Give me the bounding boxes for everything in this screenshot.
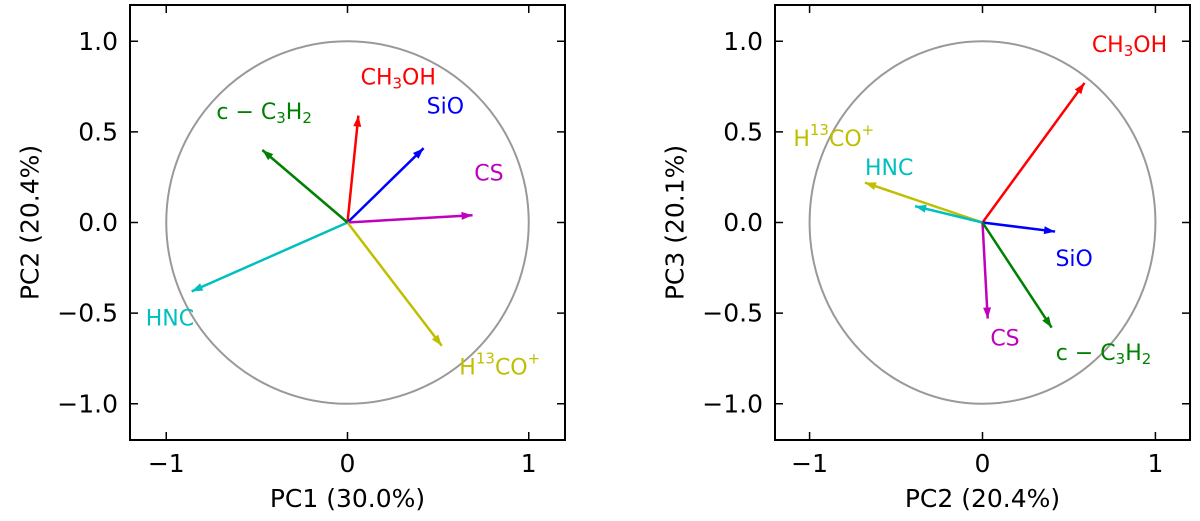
y-tick-label: −0.5 — [702, 299, 763, 328]
x-tick-label: 0 — [975, 449, 991, 478]
y-tick-label: −1.0 — [57, 389, 118, 418]
unit-circle — [808, 40, 1157, 405]
vector-label-part: OH — [402, 65, 436, 90]
vector-label-part: 2 — [1142, 350, 1152, 368]
vector-label-CH3OH: CH3OH — [361, 65, 436, 93]
arrowhead-CS — [461, 211, 473, 220]
y-tick-label: −1.0 — [702, 389, 763, 418]
vector-label-part: 13 — [810, 121, 829, 139]
vector-label-part: SiO — [1055, 246, 1092, 271]
vector-label-CH3OH: CH3OH — [1092, 32, 1167, 60]
vector-label-part: CO — [829, 127, 862, 152]
loading-vector-H13CO+ — [346, 221, 443, 347]
arrowhead-H13CO+ — [431, 334, 442, 346]
x-axis-label: PC1 (30.0%) — [270, 484, 425, 513]
arrowhead-CS — [983, 307, 992, 319]
vector-label-part: + — [862, 121, 875, 139]
y-axis-label: PC3 (20.1%) — [661, 145, 690, 300]
unit-circle — [165, 40, 530, 405]
y-tick-label: 1.0 — [723, 27, 763, 56]
vector-label-HNC: HNC — [865, 156, 913, 181]
vector-label-part: 3 — [276, 109, 286, 127]
vector-label-part: 3 — [393, 75, 403, 93]
vector-label-part: OH — [1133, 32, 1167, 57]
vector-label-part: H — [793, 127, 810, 152]
arrowhead-SiO — [412, 148, 424, 159]
vector-label-part: 3 — [1124, 42, 1134, 60]
x-axis-label: PC2 (20.4%) — [905, 484, 1060, 513]
x-tick-label: 1 — [1147, 449, 1163, 478]
vector-label-part: CS — [990, 326, 1019, 351]
vector-label-H13CO+: H13CO+ — [793, 121, 874, 152]
vector-label-part: + — [528, 350, 541, 368]
vector-label-H13CO+: H13CO+ — [459, 350, 540, 381]
vector-label-part: CS — [474, 161, 503, 186]
vector-label-part: HNC — [865, 156, 913, 181]
loading-vector-CS — [981, 222, 989, 319]
arrowhead-CH3OH — [1074, 82, 1085, 95]
vector-label-SiO: SiO — [427, 94, 464, 119]
loading-vector-CS — [347, 214, 473, 224]
x-tick-label: −1 — [791, 449, 828, 478]
loading-vector-HNC — [191, 221, 349, 293]
arrowhead-c-C3H2 — [262, 150, 274, 161]
vector-label-part: H — [286, 99, 303, 124]
vector-label-part: HNC — [146, 306, 194, 331]
vector-label-part: CH — [1092, 32, 1124, 57]
y-tick-label: 1.0 — [78, 27, 118, 56]
vector-label-HNC: HNC — [146, 306, 194, 331]
vector-label-part: 2 — [302, 109, 312, 127]
arrowhead-CH3OH — [353, 115, 362, 127]
arrowhead-HNC — [191, 283, 204, 292]
x-tick-label: 0 — [340, 449, 356, 478]
x-tick-label: −1 — [148, 449, 185, 478]
vector-label-part: CO — [495, 355, 528, 380]
loading-vector-HNC — [914, 204, 983, 224]
loading-vector-H13CO+ — [864, 181, 983, 224]
vector-label-part: SiO — [427, 94, 464, 119]
y-tick-label: 0.5 — [78, 117, 118, 146]
arrowhead-SiO — [1043, 226, 1056, 235]
vector-label-c-C3H2: c − C3H2 — [216, 99, 312, 127]
y-axis-label: PC2 (20.4%) — [16, 145, 45, 300]
vector-label-part: 13 — [476, 350, 495, 368]
y-tick-label: −0.5 — [57, 299, 118, 328]
loading-vector-SiO — [982, 221, 1056, 233]
vector-label-c-C3H2: c − C3H2 — [1056, 341, 1152, 369]
vector-label-part: c − C — [216, 99, 276, 124]
loading-vector-c-C3H2 — [981, 221, 1053, 329]
arrowhead-H13CO+ — [864, 182, 877, 190]
y-tick-label: 0.5 — [723, 117, 763, 146]
y-tick-label: 0.0 — [723, 208, 763, 237]
arrowhead-c-C3H2 — [1042, 316, 1052, 328]
arrowhead-HNC — [915, 204, 927, 213]
x-tick-label: 1 — [521, 449, 537, 478]
loading-vector-c-C3H2 — [261, 149, 349, 224]
vector-label-SiO: SiO — [1055, 246, 1092, 271]
vector-label-part: CH — [361, 65, 393, 90]
loading-vector-CH3OH — [346, 115, 360, 223]
vector-label-part: H — [459, 355, 476, 380]
y-tick-label: 0.0 — [78, 208, 118, 237]
vector-label-CS: CS — [474, 161, 503, 186]
vector-label-CS: CS — [990, 326, 1019, 351]
loading-vector-SiO — [346, 147, 425, 224]
vector-label-part: c − C — [1056, 341, 1116, 366]
vector-label-part: H — [1125, 341, 1142, 366]
vector-label-part: 3 — [1116, 350, 1126, 368]
loading-vector-CH3OH — [981, 82, 1086, 224]
